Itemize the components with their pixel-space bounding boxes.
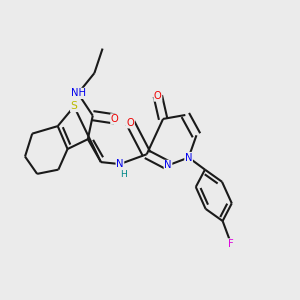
Text: S: S — [71, 101, 77, 112]
Text: NH: NH — [70, 88, 86, 98]
Text: F: F — [228, 239, 234, 249]
Text: N: N — [116, 159, 124, 169]
Text: O: O — [127, 118, 134, 128]
Text: N: N — [164, 160, 172, 170]
Text: O: O — [154, 91, 162, 101]
Text: N: N — [185, 152, 192, 163]
Text: H: H — [120, 170, 127, 179]
Text: O: O — [111, 114, 119, 124]
